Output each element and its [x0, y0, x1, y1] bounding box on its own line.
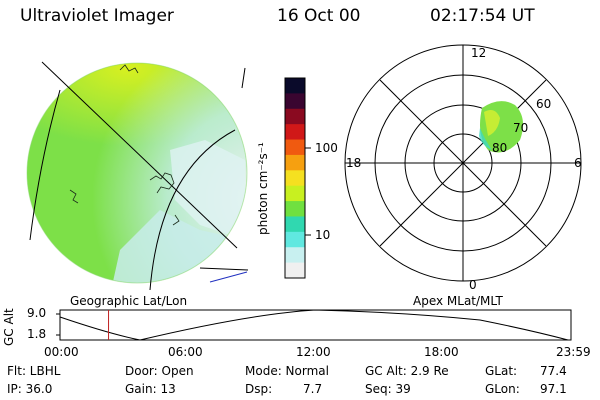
- colorbar-tick-10: 10: [315, 228, 331, 242]
- timeline-axes: [56, 309, 572, 341]
- timeline-xtick-0: 00:00: [44, 345, 79, 359]
- date-label: 16 Oct 00: [277, 6, 361, 26]
- timeline-ylabel: GC Alt: [2, 308, 16, 346]
- globe-image: [27, 63, 247, 283]
- colorbar-band: [285, 93, 305, 110]
- colorbar-band: [285, 231, 305, 248]
- colorbar-band: [285, 139, 305, 156]
- meta-gc-alt: GC Alt: 2.9 Re: [365, 364, 449, 378]
- colorbar-band: [285, 185, 305, 202]
- meta-dsp-value: 7.7: [303, 382, 323, 396]
- polar-auroral-blob: [479, 101, 524, 153]
- meta-door: Door: Open: [125, 364, 194, 378]
- timeline-xtick-2: 12:00: [296, 345, 331, 359]
- apex-caption: Apex MLat/MLT: [413, 294, 503, 308]
- meta-ip: IP: 36.0: [7, 382, 53, 396]
- meta-glat-value: 77.4: [540, 364, 567, 378]
- timeline-ytick-high: 9.0: [27, 306, 47, 320]
- colorbar: [285, 78, 305, 279]
- colorbar-band: [285, 201, 305, 217]
- colorbar-tick-100: 100: [315, 141, 338, 155]
- colorbar-band: [285, 78, 305, 94]
- meta-glon-label: GLon:: [485, 382, 520, 396]
- scale-line: [209, 271, 248, 283]
- colorbar-band: [285, 108, 305, 125]
- colorbar-band: [285, 170, 305, 187]
- polar-plot: [344, 44, 582, 282]
- timeline-xtick-4: 23:59: [556, 345, 591, 359]
- mlt-label-18: 18: [346, 156, 362, 170]
- time-label: 02:17:54 UT: [430, 6, 535, 26]
- mlt-label-12: 12: [471, 46, 487, 60]
- mlat-label-60: 60: [536, 97, 552, 111]
- mlt-label-6: 6: [574, 156, 582, 170]
- timeline-ytick-low: 1.8: [27, 327, 47, 341]
- meta-glat-label: GLat:: [485, 364, 518, 378]
- meta-gain: Gain: 13: [125, 382, 176, 396]
- meta-dsp-label: Dsp:: [245, 382, 273, 396]
- meta-flt: Flt: LBHL: [7, 364, 61, 378]
- timeline-xtick-1: 06:00: [168, 345, 203, 359]
- colorbar-band: [285, 154, 305, 171]
- mlat-label-70: 70: [513, 121, 529, 135]
- colorbar-unit-label: photon cm⁻²s⁻¹: [256, 142, 270, 235]
- meta-mode: Mode: Normal: [245, 364, 329, 378]
- mlt-label-0: 0: [469, 278, 477, 292]
- geographic-caption: Geographic Lat/Lon: [70, 294, 188, 308]
- meta-seq: Seq: 39: [365, 382, 411, 396]
- timeline-xtick-3: 18:00: [424, 345, 459, 359]
- mlat-label-80: 80: [492, 141, 508, 155]
- globe-coastlines: [69, 64, 180, 226]
- meta-glon-value: 97.1: [540, 382, 567, 396]
- colorbar-band: [285, 247, 305, 264]
- colorbar-band: [285, 216, 305, 233]
- instrument-title: Ultraviolet Imager: [20, 6, 174, 26]
- colorbar-band: [285, 124, 305, 141]
- colorbar-band: [285, 262, 305, 279]
- globe-gridlines: [29, 61, 249, 291]
